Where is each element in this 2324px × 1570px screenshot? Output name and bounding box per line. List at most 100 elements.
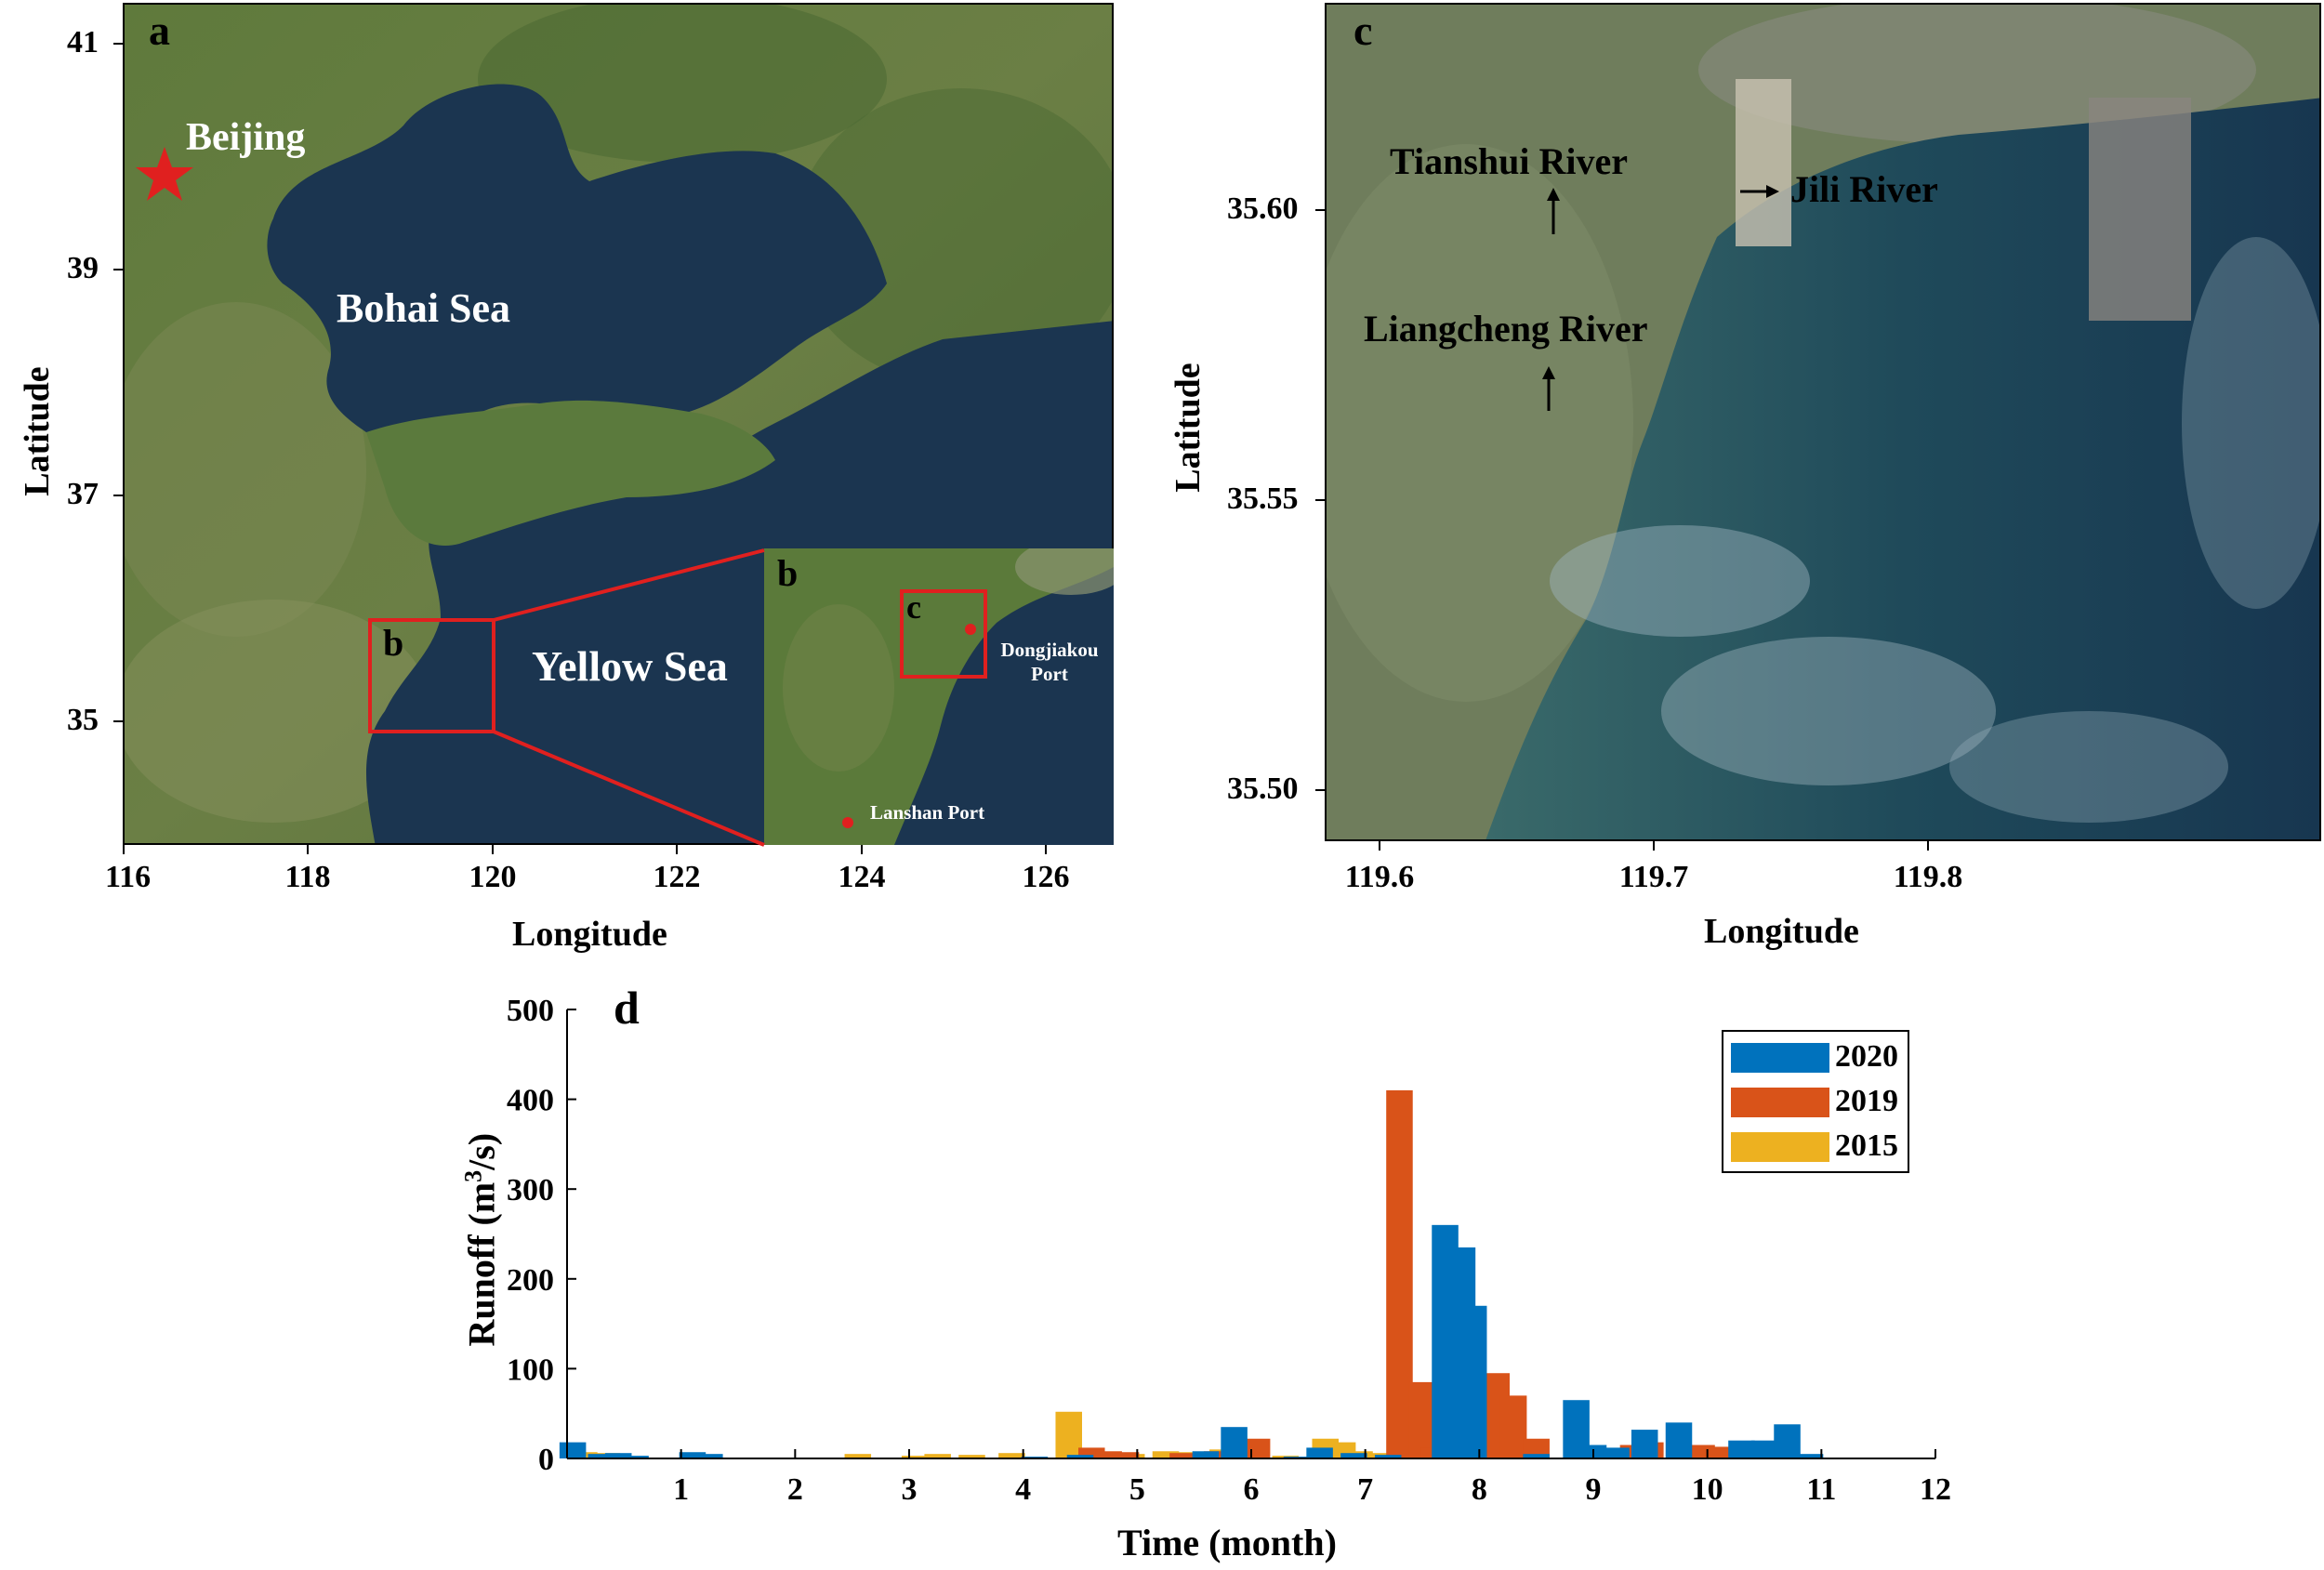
panel-c-map — [1325, 3, 2321, 841]
bar-2020 — [1631, 1430, 1658, 1458]
x-tick-label: 11 — [1806, 1472, 1836, 1507]
x-tick-label: 7 — [1357, 1472, 1373, 1507]
bar-2015 — [901, 1456, 929, 1458]
bar-2020 — [588, 1454, 615, 1458]
panel-a-ylabel: Latitude — [18, 366, 57, 496]
y-tick-label: 500 — [507, 994, 554, 1028]
panel-a-letter: a — [149, 7, 170, 54]
yellow-sea-label: Yellow Sea — [532, 642, 728, 690]
bar-2020 — [1192, 1451, 1220, 1458]
panel-c-tick-marks — [1315, 209, 1929, 851]
panel-c-xlabel: Longitude — [1704, 912, 1859, 951]
inset-b-satellite-image — [764, 548, 1114, 845]
panel-a-xtick: 124 — [838, 860, 886, 894]
region-box-b — [368, 618, 495, 733]
jili-arrow-icon — [1740, 185, 1779, 198]
chart-legend: 2020 2019 2015 — [1722, 1030, 1909, 1173]
bar-2020 — [1459, 1305, 1487, 1458]
x-tick-label: 3 — [902, 1472, 918, 1507]
chart-ylabel: Runoff (m3/s) — [459, 1101, 503, 1379]
bar-2020 — [1066, 1455, 1094, 1458]
bohai-sea-label: Bohai Sea — [337, 285, 511, 331]
inset-box-c — [900, 589, 987, 679]
bar-2020 — [679, 1452, 706, 1458]
x-tick-label: 2 — [787, 1472, 803, 1507]
bar-2015 — [844, 1454, 872, 1458]
y-tick-label: 400 — [507, 1084, 554, 1118]
bar-2020 — [1774, 1424, 1801, 1458]
zoom-line-bottom — [493, 730, 765, 847]
zoom-line-top — [493, 548, 765, 622]
panel-a-xlabel: Longitude — [512, 915, 667, 954]
legend-swatch-2020 — [1731, 1043, 1829, 1073]
chart-xlabel: Time (month) — [1117, 1522, 1337, 1563]
legend-swatch-2019 — [1731, 1088, 1829, 1117]
legend-swatch-2015 — [1731, 1132, 1829, 1162]
legend-label-2019: 2019 — [1835, 1084, 1898, 1118]
y-tick-label: 200 — [507, 1263, 554, 1298]
panel-c-letter: c — [1353, 7, 1373, 54]
bar-2019 — [1169, 1453, 1196, 1458]
chart-ylabel-main: Runoff (m — [460, 1181, 503, 1347]
bar-2020 — [1728, 1440, 1755, 1458]
beijing-label: Beijing — [186, 116, 306, 159]
panel-a-xtick: 120 — [469, 860, 517, 894]
bar-2015 — [924, 1454, 951, 1458]
lanshan-port-label: Lanshan Port — [870, 801, 985, 824]
bar-2020 — [1523, 1454, 1550, 1458]
bar-2020 — [1221, 1427, 1248, 1458]
inset-box-c-label: c — [906, 588, 921, 626]
x-tick-label: 6 — [1244, 1472, 1260, 1507]
panel-a-ytick: 41 — [67, 25, 99, 59]
panel-a-xtick: 118 — [284, 860, 331, 894]
panel-a-ytick: 35 — [67, 703, 99, 737]
bar-2020 — [622, 1456, 649, 1458]
panel-d-letter: d — [614, 982, 640, 1034]
bar-2019 — [1078, 1447, 1105, 1458]
bar-2020 — [696, 1454, 723, 1458]
region-box-b-label: b — [383, 622, 404, 664]
bar-2015 — [958, 1455, 985, 1458]
tianshui-river-label: Tianshui River — [1390, 140, 1628, 182]
bar-2020 — [1340, 1453, 1367, 1458]
panel-a-ytick: 37 — [67, 477, 99, 511]
panel-c-xtick: 119.6 — [1344, 860, 1415, 894]
panel-a-tick-marks — [113, 43, 1047, 854]
x-tick-label: 1 — [673, 1472, 689, 1507]
panel-c-ylabel: Latitude — [1169, 363, 1208, 493]
panel-a-xtick: 116 — [105, 860, 152, 894]
bar-2020 — [1796, 1454, 1824, 1458]
bar-2019 — [1523, 1438, 1550, 1458]
inset-b-letter: b — [777, 552, 799, 594]
panel-c-ytick: 35.55 — [1227, 482, 1299, 516]
legend-label-2020: 2020 — [1835, 1039, 1898, 1074]
y-tick-label: 300 — [507, 1173, 554, 1207]
bar-2019 — [1243, 1438, 1271, 1458]
panel-c-satellite-image — [1327, 5, 2319, 839]
jili-river-label: Jili River — [1790, 168, 1938, 210]
x-tick-label: 9 — [1586, 1472, 1602, 1507]
panel-c-ytick: 35.50 — [1227, 772, 1299, 806]
bar-2020 — [1665, 1422, 1693, 1458]
x-tick-label: 10 — [1692, 1472, 1723, 1507]
bar-2020 — [559, 1442, 587, 1458]
panel-c-ytick: 35.60 — [1227, 191, 1299, 226]
liangcheng-arrow-icon — [1542, 366, 1555, 411]
panel-a-ytick: 39 — [67, 251, 99, 285]
bar-2015 — [1152, 1451, 1180, 1458]
inset-b-map — [764, 548, 1114, 845]
bar-2020 — [1374, 1455, 1402, 1458]
x-tick-label: 8 — [1472, 1472, 1487, 1507]
x-tick-label: 12 — [1920, 1472, 1951, 1507]
panel-d-chart: 0 100 200 300 400 500 1 2 3 4 5 6 7 8 9 10 11 12 — [0, 957, 2324, 1570]
dongjiakou-port-label: Dongjiakou Port — [1000, 639, 1099, 685]
beijing-star-icon — [136, 147, 193, 201]
legend-label-2015: 2015 — [1835, 1128, 1898, 1163]
bar-2020 — [1603, 1447, 1630, 1458]
panel-a-xtick: 126 — [1022, 860, 1070, 894]
x-tick-label: 5 — [1129, 1472, 1145, 1507]
bar-2015 — [1055, 1411, 1082, 1458]
bar-2019 — [1499, 1395, 1527, 1458]
y-tick-label: 100 — [507, 1352, 554, 1387]
